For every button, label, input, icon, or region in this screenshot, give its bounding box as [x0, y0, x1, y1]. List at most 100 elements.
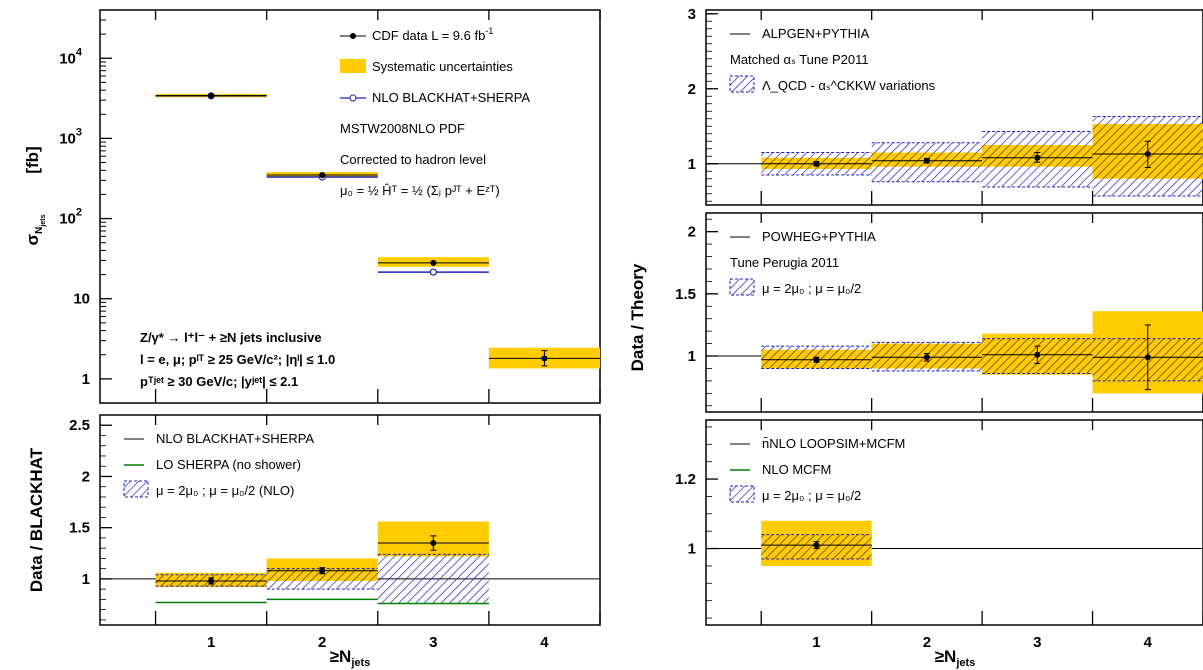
- annotation-line: Z/γ* → l⁺l⁻ + ≥N jets inclusive: [140, 330, 322, 345]
- data-point: [541, 355, 548, 362]
- bin-4: [1092, 116, 1203, 197]
- legend-label: μ = 2μ₀ ; μ = μ₀/2 (NLO): [156, 483, 294, 498]
- legend-marker: [123, 480, 149, 498]
- legend: NLO BLACKHAT+SHERPA LO SHERPA (no shower)…: [123, 431, 314, 498]
- legend-marker: [340, 59, 366, 73]
- panel-top_left: 1 10 102 103 104 CDF data L = 9.6 fb-1 Systema…: [23, 9, 601, 404]
- legend-label: Systematic uncertainties: [372, 59, 513, 74]
- bin-3: [982, 131, 1093, 188]
- bin-2: [266, 558, 378, 601]
- x-axis: [760, 10, 1203, 205]
- bin-3: [377, 257, 489, 276]
- y-axis: 1 10 102 103 104: [59, 9, 112, 388]
- legend-marker: [349, 94, 357, 102]
- bin-1: [761, 152, 872, 176]
- x-tick-label: 3: [429, 634, 437, 651]
- annotation-line: pᵀʲᵉᵗ ≥ 30 GeV/c; |yʲᵉᵗ| ≤ 2.1: [140, 374, 298, 389]
- frame: [705, 9, 1203, 206]
- data-point: [1144, 151, 1151, 157]
- data-point: [813, 356, 820, 363]
- legend-marker: [729, 75, 755, 93]
- x-axis-label: ≥Njets: [935, 647, 976, 669]
- y-tick-label: 1: [82, 571, 90, 588]
- legend-marker: [729, 485, 755, 503]
- legend-label: MSTW2008NLO PDF: [340, 121, 465, 136]
- legend: POWHEG+PYTHIA Tune Perugia 2011 μ = 2μ₀ ; …: [729, 229, 876, 296]
- x-axis-label: ≥Njets: [330, 647, 371, 669]
- y-tick-label: 1: [82, 371, 90, 388]
- y-tick-label: 1.5: [675, 286, 696, 303]
- data-point: [319, 567, 326, 574]
- y-tick-label: 3: [688, 6, 696, 23]
- data-point: [923, 354, 930, 361]
- panel-top_right: 1 2 3 ALPGEN+PYTHIA Matched αₛ Tune P2011 Λ_Q…: [688, 6, 1203, 206]
- annotation: Z/γ* → l⁺l⁻ + ≥N jets inclusive l = e, μ;…: [140, 330, 335, 389]
- data-point: [813, 542, 820, 549]
- x-tick-label: 3: [1033, 634, 1041, 651]
- y-axis-label: σNjets: [23, 214, 47, 245]
- x-axis: 1 2 3 4: [760, 420, 1203, 651]
- data-point: [430, 540, 437, 547]
- data-point: [208, 92, 215, 99]
- y-axis: 1 1.5 2 2.5: [69, 417, 112, 621]
- y-axis-label: Data / BLACKHAT: [27, 447, 46, 592]
- x-tick-label: 2: [318, 634, 326, 651]
- x-tick-label: 2: [923, 634, 931, 651]
- y-tick-label: 103: [59, 126, 82, 147]
- bin-1: [761, 345, 872, 369]
- bin-1: [155, 572, 267, 604]
- bin-2: [871, 341, 983, 372]
- y-tick-label: 1.5: [69, 520, 90, 537]
- data-point: [1144, 354, 1151, 361]
- data-point: [319, 171, 326, 178]
- data-point: [1034, 351, 1041, 358]
- y-axis: 1 2 3: [688, 6, 718, 202]
- bin-4: [1092, 311, 1203, 394]
- bin-1: [761, 520, 872, 566]
- frame: [99, 414, 601, 626]
- data-point: [430, 259, 437, 266]
- legend-label: CDF data L = 9.6 fb-1: [372, 26, 493, 43]
- frame: [705, 419, 1203, 626]
- frame: [99, 9, 601, 404]
- data-point: [923, 157, 930, 164]
- y-tick-label: 1: [688, 348, 696, 365]
- legend-label: NLO BLACKHAT+SHERPA: [156, 431, 314, 446]
- legend-label: μ = 2μ₀ ; μ = μ₀/2: [762, 281, 861, 296]
- legend-label: Matched αₛ Tune P2011: [730, 52, 869, 67]
- legend-label: LO SHERPA (no shower): [156, 457, 301, 472]
- y-axis: 11.52: [675, 218, 718, 407]
- legend-label: Corrected to hadron level: [340, 152, 486, 167]
- y-tick-label: 1: [688, 156, 696, 173]
- bin-1: [155, 92, 267, 100]
- data-point: [1034, 154, 1041, 161]
- annotation-line: l = e, μ; pˡᵀ ≥ 25 GeV/c²; |ηˡ| ≤ 1.0: [140, 352, 335, 367]
- y-tick-label: 2.5: [69, 417, 90, 434]
- y-tick-label: 2: [688, 81, 696, 98]
- legend: ALPGEN+PYTHIA Matched αₛ Tune P2011 Λ_QCD …: [729, 26, 936, 93]
- y-tick-label: 1.2: [675, 471, 696, 488]
- legend-label: Λ_QCD - αₛ^CKKW variations: [762, 78, 936, 93]
- legend: n̄NLO LOOPSIM+MCFM NLO MCFM μ = 2μ₀ ; μ = …: [729, 436, 905, 503]
- bin-2: [266, 171, 378, 181]
- x-tick-label: 1: [812, 634, 820, 651]
- x-tick-label: 4: [1144, 634, 1153, 651]
- y-axis: 11.2: [675, 426, 718, 619]
- y-axis-label: Data / Theory: [628, 263, 647, 371]
- nlo-point: [429, 268, 437, 276]
- bin-2: [871, 142, 983, 183]
- y-axis-unit: [fb]: [23, 146, 42, 173]
- x-axis: [760, 213, 1203, 412]
- variation-band: [377, 554, 489, 604]
- data-point: [813, 160, 820, 167]
- x-axis: 1 2 3 4: [154, 415, 601, 651]
- y-tick-label: 102: [59, 207, 82, 228]
- legend-label: NLO MCFM: [762, 462, 831, 477]
- x-axis: [154, 10, 601, 403]
- legend-label: ALPGEN+PYTHIA: [762, 26, 870, 41]
- legend-label: Tune Perugia 2011: [730, 255, 839, 270]
- x-tick-label: 4: [540, 634, 549, 651]
